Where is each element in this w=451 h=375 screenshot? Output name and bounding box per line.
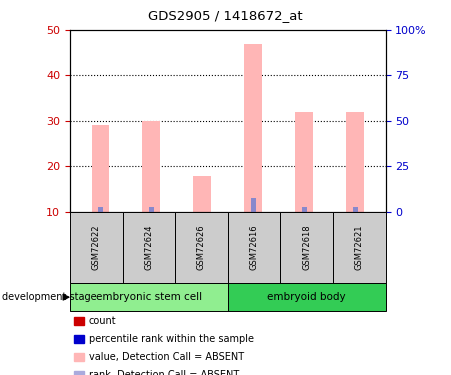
Text: GSM72624: GSM72624 (144, 225, 153, 270)
Text: value, Detection Call = ABSENT: value, Detection Call = ABSENT (89, 352, 244, 362)
Text: GSM72616: GSM72616 (249, 225, 258, 270)
Bar (251, 198, 256, 212)
Bar (302, 207, 307, 212)
Text: GSM72626: GSM72626 (197, 225, 206, 270)
Text: percentile rank within the sample: percentile rank within the sample (89, 334, 254, 344)
Bar (193, 176, 211, 212)
Bar (149, 207, 154, 212)
Text: rank, Detection Call = ABSENT: rank, Detection Call = ABSENT (89, 370, 239, 375)
Text: count: count (89, 316, 116, 326)
Text: GSM72622: GSM72622 (92, 225, 101, 270)
Text: GSM72621: GSM72621 (355, 225, 364, 270)
Bar (244, 44, 262, 212)
Bar (98, 207, 103, 212)
Text: embryonic stem cell: embryonic stem cell (96, 292, 202, 302)
Text: embryoid body: embryoid body (267, 292, 346, 302)
Bar (143, 121, 160, 212)
Bar (92, 126, 110, 212)
Bar (346, 112, 364, 212)
Text: GSM72618: GSM72618 (302, 225, 311, 270)
Text: GDS2905 / 1418672_at: GDS2905 / 1418672_at (148, 9, 303, 22)
Bar (295, 112, 313, 212)
Bar (353, 207, 358, 212)
Text: development stage: development stage (2, 292, 97, 302)
